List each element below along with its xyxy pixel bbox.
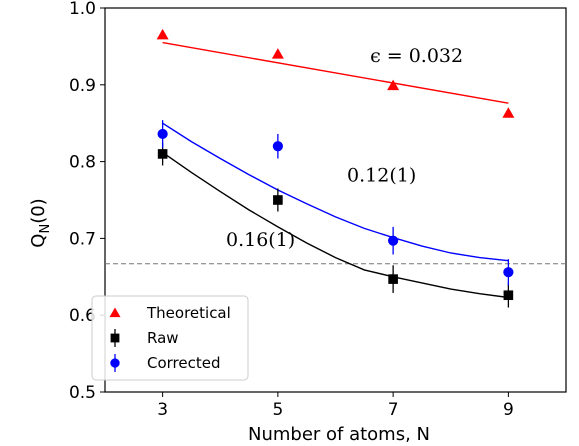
annotation: ϵ = 0.032 bbox=[370, 45, 463, 67]
point-theoretical bbox=[387, 79, 400, 91]
y-axis-label: QN(0) bbox=[28, 198, 53, 247]
y-axis-label-sub: N bbox=[38, 224, 53, 234]
point-raw bbox=[503, 290, 514, 301]
y-tick-label: 0.8 bbox=[69, 153, 96, 173]
x-tick-label: 3 bbox=[157, 400, 168, 420]
fit-line-corrected bbox=[162, 122, 509, 262]
annotation: 0.16(1) bbox=[226, 229, 295, 251]
data-points bbox=[156, 28, 515, 301]
x-tick-label: 7 bbox=[388, 400, 399, 420]
legend-marker-raw bbox=[110, 333, 120, 343]
legend: Theoretical Raw Corrected bbox=[91, 295, 249, 381]
annotation: 0.12(1) bbox=[347, 165, 416, 187]
y-tick-label: 0.9 bbox=[69, 76, 96, 96]
point-theoretical bbox=[156, 28, 169, 40]
plot-area bbox=[104, 7, 567, 393]
fit-lines bbox=[162, 41, 509, 299]
y-axis-label-tail: (0) bbox=[28, 198, 49, 224]
x-axis-label: Number of atoms, N bbox=[248, 424, 430, 445]
legend-marker-theoretical bbox=[109, 307, 121, 318]
x-tick-label: 5 bbox=[272, 400, 283, 420]
annotations: ϵ = 0.032 0.12(1) 0.16(1) bbox=[226, 45, 463, 251]
legend-label-corrected: Corrected bbox=[147, 354, 221, 372]
point-corrected bbox=[157, 128, 168, 140]
plot-frame bbox=[104, 7, 567, 393]
y-tick-label: 0.7 bbox=[69, 229, 96, 249]
legend-label-theoretical: Theoretical bbox=[146, 304, 231, 322]
legend-box bbox=[91, 295, 249, 381]
point-corrected bbox=[388, 235, 399, 246]
axis-ticks: 3 5 7 9 0.5 0.6 0.7 0.8 0.9 1.0 bbox=[69, 0, 514, 420]
legend-label-raw: Raw bbox=[147, 329, 179, 347]
y-tick-label: 0.5 bbox=[69, 383, 96, 403]
fit-line-theoretical bbox=[162, 41, 509, 104]
fit-line-raw bbox=[162, 151, 509, 299]
error-bars bbox=[161, 120, 510, 308]
point-theoretical bbox=[271, 48, 284, 59]
point-theoretical bbox=[502, 107, 515, 118]
y-tick-label: 1.0 bbox=[69, 0, 96, 19]
point-raw bbox=[388, 274, 398, 284]
point-corrected bbox=[272, 141, 283, 152]
point-raw bbox=[157, 149, 168, 159]
y-axis-label-main: Q bbox=[28, 234, 49, 248]
x-tick-label: 9 bbox=[503, 400, 514, 420]
y-tick-label: 0.6 bbox=[69, 306, 96, 326]
point-corrected bbox=[503, 267, 514, 278]
point-raw bbox=[273, 195, 283, 205]
legend-marker-corrected bbox=[110, 358, 120, 368]
